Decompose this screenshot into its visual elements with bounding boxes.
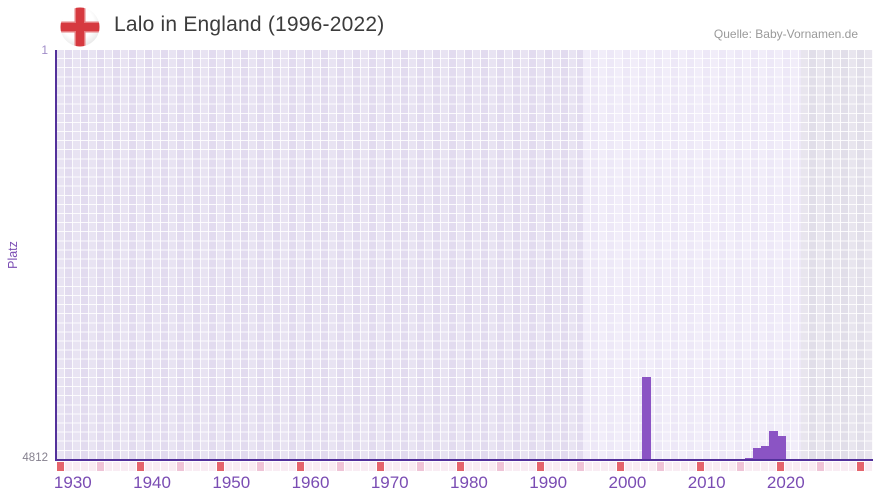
x-tick-label-2010: 2010	[687, 473, 726, 492]
x-tick-label-1950: 1950	[212, 473, 251, 492]
plot-area	[57, 50, 873, 460]
grid-band-pre-range	[57, 50, 583, 460]
x-tick-label-1960: 1960	[291, 473, 330, 492]
england-flag-icon	[60, 7, 100, 47]
y-axis-top-label: 1	[41, 43, 48, 57]
grid-band-post-range	[801, 50, 873, 460]
grid-band-data-range	[583, 50, 801, 460]
x-tick-label-1990: 1990	[529, 473, 568, 492]
bottom-marker-strip	[57, 462, 873, 471]
bar-2002	[642, 377, 652, 460]
source-label: Quelle: Baby-Vornamen.de	[713, 27, 858, 41]
bar-2016	[753, 448, 763, 460]
bar-2018	[769, 431, 778, 460]
page-title: Lalo in England (1996-2022)	[114, 13, 385, 36]
y-axis-title: Platz	[6, 241, 20, 269]
x-tick-label-1930: 1930	[53, 473, 92, 492]
y-axis-line	[55, 50, 57, 461]
x-axis-labels: 1930 1940 1950 1960 1970 1980 1990 2000 2010 2020	[53, 473, 873, 497]
bar-2017	[761, 446, 771, 460]
x-tick-label-1970: 1970	[370, 473, 409, 492]
x-axis-line	[55, 459, 873, 461]
x-tick-label-1980: 1980	[450, 473, 488, 492]
x-tick-label-2020: 2020	[766, 473, 805, 492]
bar-2019	[776, 436, 786, 460]
x-tick-label-1940: 1940	[133, 473, 171, 492]
y-axis-bottom-label: 4812	[22, 452, 48, 464]
x-tick-label-2000: 2000	[608, 473, 647, 492]
